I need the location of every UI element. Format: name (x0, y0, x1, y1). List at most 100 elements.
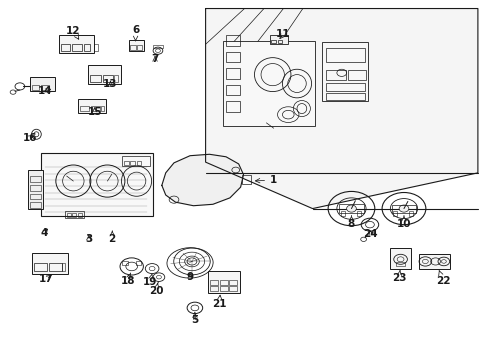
Bar (220, 280, 227, 285)
Bar (395, 262, 404, 266)
Bar (389, 248, 410, 269)
Bar (408, 211, 412, 216)
Text: 2: 2 (108, 231, 116, 244)
Bar (28, 170, 43, 209)
Bar (277, 40, 282, 43)
Bar (322, 42, 368, 102)
Bar (225, 68, 239, 79)
Bar (72, 213, 76, 217)
Bar (78, 213, 81, 217)
Bar (225, 35, 239, 46)
Text: 3: 3 (85, 234, 92, 244)
Text: 4: 4 (41, 228, 48, 238)
Bar (59, 35, 94, 53)
Bar (222, 41, 314, 126)
Bar (102, 75, 113, 82)
Bar (225, 52, 239, 63)
Bar (130, 161, 135, 165)
Text: 16: 16 (22, 133, 37, 143)
Bar (136, 161, 141, 165)
Bar (210, 280, 218, 285)
Text: 18: 18 (121, 273, 135, 286)
Text: 24: 24 (363, 229, 377, 239)
Bar (101, 106, 104, 111)
Bar (41, 153, 153, 216)
Bar (220, 287, 227, 292)
Bar (325, 83, 365, 91)
Polygon shape (162, 154, 243, 206)
Bar (49, 262, 61, 271)
Bar (325, 48, 365, 62)
Bar (228, 287, 236, 292)
Text: 6: 6 (132, 25, 139, 41)
Text: 14: 14 (38, 86, 52, 96)
Bar (80, 106, 89, 111)
Bar (61, 44, 70, 51)
Bar (137, 45, 142, 50)
Text: 22: 22 (435, 270, 449, 286)
Bar (269, 35, 287, 44)
Bar (122, 261, 127, 265)
Bar (207, 271, 239, 293)
Bar (90, 75, 101, 82)
Text: 8: 8 (347, 216, 354, 229)
Bar (153, 45, 163, 48)
Circle shape (346, 205, 356, 212)
Bar (94, 44, 98, 51)
Text: 13: 13 (103, 79, 117, 89)
Bar (242, 175, 250, 184)
Bar (31, 253, 68, 274)
Bar (30, 77, 55, 91)
Bar (91, 106, 100, 111)
Bar (392, 211, 396, 216)
Bar (225, 101, 239, 112)
Bar (128, 40, 144, 51)
Text: 7: 7 (151, 54, 159, 64)
Text: 11: 11 (276, 29, 290, 39)
Bar (130, 45, 135, 50)
Bar (30, 202, 41, 208)
Text: 21: 21 (211, 295, 226, 309)
Bar (30, 185, 41, 191)
Bar (325, 70, 345, 80)
Text: 10: 10 (396, 216, 410, 229)
Text: 15: 15 (87, 107, 102, 117)
Bar (30, 194, 41, 199)
Bar (114, 75, 118, 82)
Bar (123, 161, 128, 165)
Bar (325, 93, 365, 100)
Bar (225, 85, 239, 95)
Bar (340, 211, 344, 216)
Bar (34, 262, 47, 271)
Bar (418, 254, 449, 269)
Bar (84, 44, 90, 51)
Bar (78, 99, 106, 113)
Text: 12: 12 (66, 26, 81, 39)
Bar (135, 261, 141, 265)
Circle shape (398, 205, 408, 212)
Bar (67, 213, 71, 217)
Bar (271, 40, 276, 43)
Text: 5: 5 (191, 312, 198, 325)
Bar (62, 262, 65, 271)
Bar (228, 280, 236, 285)
Bar (122, 157, 150, 166)
Bar (347, 70, 366, 80)
Bar (391, 205, 415, 213)
Bar (357, 211, 361, 216)
Bar (339, 204, 363, 213)
Text: 1: 1 (255, 175, 277, 185)
Text: 23: 23 (391, 270, 406, 283)
Text: 9: 9 (186, 272, 193, 282)
Bar (64, 211, 84, 217)
Bar (41, 85, 49, 90)
Bar (88, 65, 121, 84)
Text: 17: 17 (39, 274, 53, 284)
Bar (30, 176, 41, 182)
Text: 20: 20 (148, 283, 163, 296)
Bar (210, 287, 218, 292)
Text: 19: 19 (142, 274, 157, 287)
Bar (72, 44, 82, 51)
Polygon shape (205, 9, 477, 208)
Bar (31, 85, 39, 90)
